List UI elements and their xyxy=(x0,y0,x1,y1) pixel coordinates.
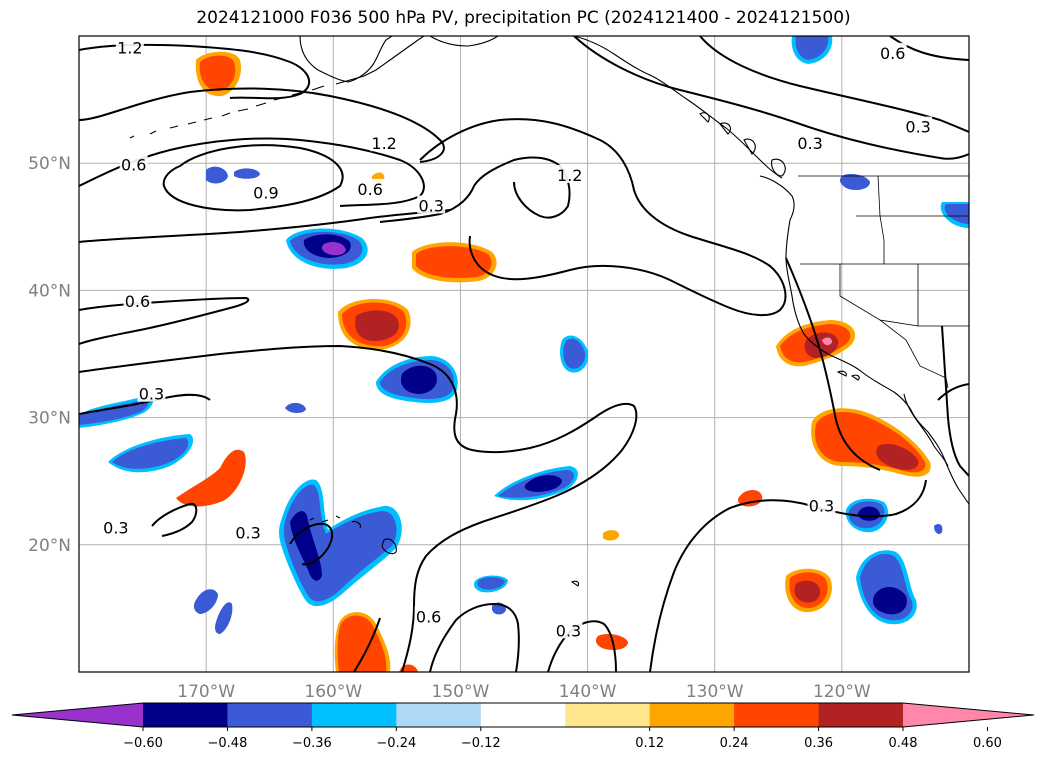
colorbar-tick-label: 0.12 xyxy=(635,736,664,751)
svg-text:0.3: 0.3 xyxy=(905,118,930,137)
lon-tick-label: 160°W xyxy=(304,682,362,702)
colorbar-extend-high xyxy=(903,703,1034,727)
contour-label: 1.2 xyxy=(115,37,144,58)
contour-label: 1.2 xyxy=(370,133,399,153)
colorbar xyxy=(11,702,1035,728)
lat-tick-label: 30°N xyxy=(28,409,71,429)
contour-label: 0.3 xyxy=(417,195,446,215)
lon-tick-label: 130°W xyxy=(686,682,744,702)
colorbar-tick-label: 0.36 xyxy=(804,736,833,751)
colorbar-segment xyxy=(480,703,566,727)
svg-text:1.2: 1.2 xyxy=(371,134,396,153)
contour-label: 0.3 xyxy=(137,383,166,404)
colorbar-segment xyxy=(649,703,735,727)
colorbar-extend-low xyxy=(12,703,143,727)
colorbar-segment xyxy=(143,703,228,727)
svg-text:0.3: 0.3 xyxy=(139,385,164,404)
colorbar-tick-label: 0.48 xyxy=(889,736,918,751)
lat-tick-label: 50°N xyxy=(28,154,71,174)
contour-label: 0.3 xyxy=(234,522,263,542)
precip-positive-blobs xyxy=(176,51,931,672)
svg-text:0.3: 0.3 xyxy=(809,497,834,516)
colorbar-tick-label: −0.24 xyxy=(376,736,416,751)
colorbar-segment xyxy=(227,703,313,727)
contour-label: 0.3 xyxy=(554,620,583,640)
colorbar-segment xyxy=(565,703,651,727)
contour-label: 0.3 xyxy=(101,517,130,537)
lat-tick-label: 40°N xyxy=(28,281,71,301)
precipitation-shading xyxy=(79,36,969,672)
contour-label: 0.6 xyxy=(878,42,907,63)
svg-text:0.3: 0.3 xyxy=(556,621,581,640)
colorbar-segment xyxy=(311,703,397,727)
contour-labels: 1.2 0.6 0.3 1.2 0.3 0.6 1.2 0.9 0.6 0.3 0.6 0.3 0.3 0… xyxy=(101,37,933,640)
contour-label: 0.6 xyxy=(123,290,152,311)
svg-text:0.6: 0.6 xyxy=(357,180,382,199)
svg-text:0.6: 0.6 xyxy=(416,607,441,626)
map-frame xyxy=(78,35,970,673)
svg-text:0.3: 0.3 xyxy=(235,523,260,542)
latitude-tick-labels: 50°N 40°N 30°N 20°N xyxy=(28,154,71,556)
contour-label: 0.3 xyxy=(807,495,836,516)
colorbar-segment xyxy=(818,703,904,727)
svg-text:0.9: 0.9 xyxy=(253,184,278,203)
contour-label: 0.9 xyxy=(251,182,280,203)
colorbar-tick-label: −0.36 xyxy=(292,736,332,751)
lon-tick-label: 150°W xyxy=(432,682,490,702)
map-plot-area[interactable]: 1.2 0.6 0.3 1.2 0.3 0.6 1.2 0.9 0.6 0.3 0.6 0.3 0.3 0… xyxy=(78,35,970,673)
colorbar-labels: −0.60 −0.48 −0.36 −0.24 −0.12 0.12 0.24 0.36 0.4… xyxy=(123,727,1002,751)
contour-label: 1.2 xyxy=(555,164,584,185)
contour-label: 0.6 xyxy=(414,606,443,626)
contour-label: 0.3 xyxy=(904,116,933,137)
svg-text:0.3: 0.3 xyxy=(103,518,128,537)
colorbar-segment xyxy=(396,703,482,727)
colorbar-tick-label: 0.60 xyxy=(973,736,1002,751)
lon-tick-label: 120°W xyxy=(813,682,871,702)
colorbar-tick-label: −0.60 xyxy=(123,736,163,751)
colorbar-tick-label: −0.12 xyxy=(461,736,501,751)
colorbar-segment xyxy=(734,703,820,727)
contour-label: 0.6 xyxy=(356,178,385,199)
lon-tick-label: 140°W xyxy=(559,682,617,702)
svg-text:0.6: 0.6 xyxy=(121,156,146,175)
pv-contours xyxy=(79,36,969,672)
colorbar-tick-label: −0.48 xyxy=(208,736,248,751)
map-title: 2024121000 F036 500 hPa PV, precipitatio… xyxy=(196,8,851,28)
lat-tick-label: 20°N xyxy=(28,536,71,556)
coastlines xyxy=(129,36,969,587)
svg-text:1.2: 1.2 xyxy=(557,166,582,185)
contour-label: 0.6 xyxy=(119,154,148,175)
contour-label: 0.3 xyxy=(796,133,825,153)
svg-text:0.3: 0.3 xyxy=(418,196,443,215)
lon-tick-label: 170°W xyxy=(177,682,235,702)
precip-negative-blobs xyxy=(79,36,969,634)
svg-text:0.6: 0.6 xyxy=(125,292,150,311)
svg-text:1.2: 1.2 xyxy=(117,39,142,58)
colorbar-tick-label: 0.24 xyxy=(720,736,749,751)
longitude-tick-labels: 170°W 160°W 150°W 140°W 130°W 120°W xyxy=(177,682,871,702)
svg-text:0.6: 0.6 xyxy=(880,44,905,63)
svg-text:0.3: 0.3 xyxy=(797,134,822,153)
